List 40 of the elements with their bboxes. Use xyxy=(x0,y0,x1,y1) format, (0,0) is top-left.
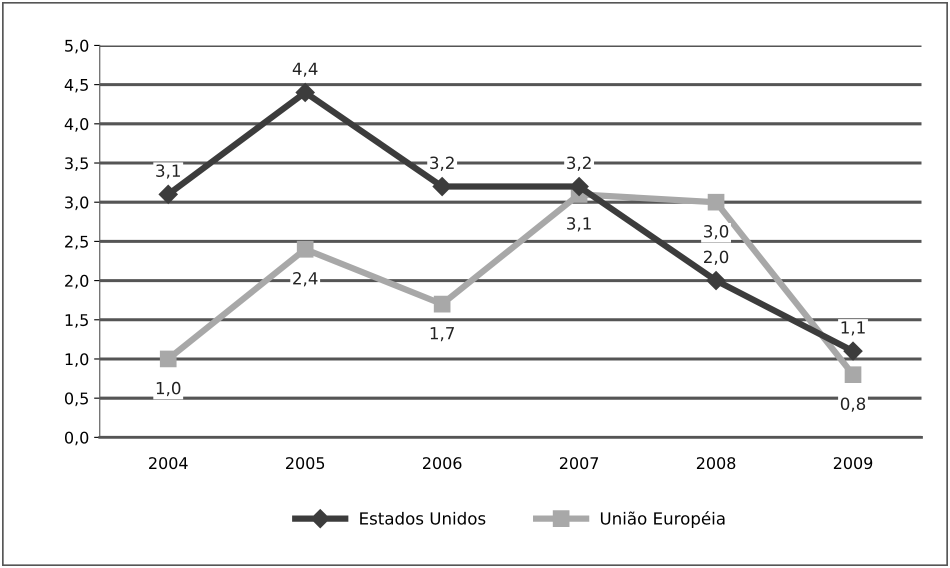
data-label: 0,8 xyxy=(840,397,866,412)
data-label: 3,2 xyxy=(430,156,454,171)
data-label: 1,7 xyxy=(430,327,454,342)
y-tick-label: 4,5 xyxy=(64,79,88,93)
data-label: 1,1 xyxy=(842,321,865,336)
data-label: 2,4 xyxy=(293,272,318,286)
point xyxy=(158,184,178,204)
y-tick-label: 4,0 xyxy=(64,118,88,132)
data-label: 1,0 xyxy=(156,382,180,396)
point xyxy=(706,271,726,290)
x-tick-label: 2008 xyxy=(696,457,736,470)
y-tick-label: 3,5 xyxy=(65,157,88,171)
legend-label: Estados Unidos xyxy=(360,512,486,525)
x-tick-label: 2005 xyxy=(286,457,324,470)
x-tick-label: 2006 xyxy=(422,457,462,470)
y-tick-label: 2,5 xyxy=(65,236,88,250)
y-tick-label: 1,5 xyxy=(66,314,88,328)
legend-label: União Européia xyxy=(600,511,725,528)
y-tick-label: 3,0 xyxy=(65,196,88,210)
y-tick-label: 2,0 xyxy=(65,274,88,289)
data-label: 3,1 xyxy=(567,217,591,232)
data-label: 3,0 xyxy=(704,224,728,240)
point xyxy=(296,240,314,258)
y-tick-label: 0,0 xyxy=(64,432,88,446)
data-label: 3,2 xyxy=(567,156,591,171)
point xyxy=(296,82,315,102)
data-label: 3,1 xyxy=(156,164,180,179)
data-label: 4,4 xyxy=(292,62,318,77)
point xyxy=(844,366,862,383)
point xyxy=(708,194,724,211)
point xyxy=(160,350,177,368)
point xyxy=(843,342,863,361)
data-label: 2,0 xyxy=(704,250,728,265)
y-tick-label: 5,0 xyxy=(65,40,88,54)
x-tick-label: 2004 xyxy=(149,457,188,470)
y-tick-label: 1,0 xyxy=(66,353,88,367)
x-tick-label: 2009 xyxy=(834,457,872,470)
point xyxy=(434,296,450,312)
y-tick-label: 0,5 xyxy=(64,392,88,406)
x-tick-label: 2007 xyxy=(560,457,598,470)
